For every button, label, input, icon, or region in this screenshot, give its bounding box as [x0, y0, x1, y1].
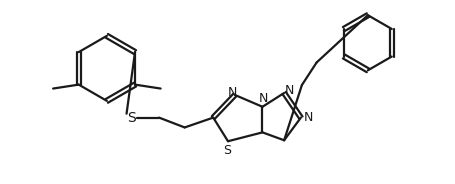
Text: N: N [228, 86, 237, 100]
Text: S: S [222, 144, 231, 157]
Text: N: N [303, 111, 313, 124]
Text: N: N [284, 84, 293, 97]
Text: S: S [127, 111, 136, 125]
Text: N: N [258, 92, 268, 105]
